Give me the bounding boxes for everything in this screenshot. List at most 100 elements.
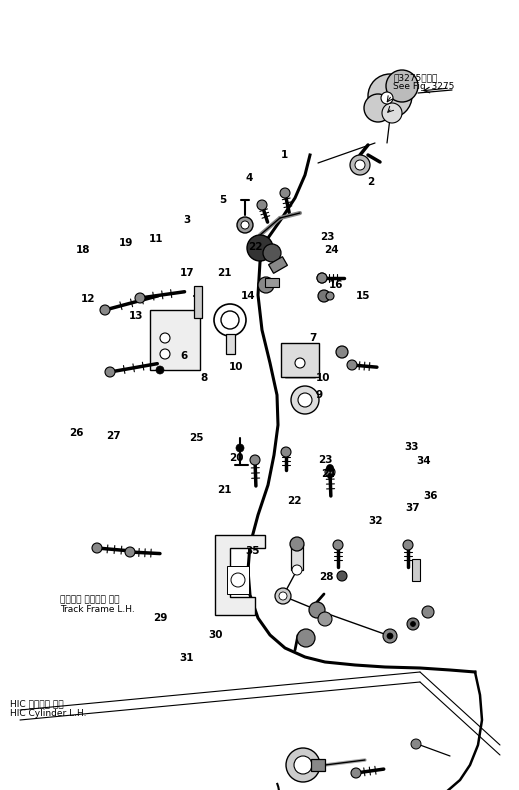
- Text: 7: 7: [309, 333, 316, 343]
- Text: 31: 31: [180, 653, 194, 663]
- Circle shape: [403, 540, 413, 550]
- Circle shape: [317, 273, 327, 283]
- Text: 34: 34: [416, 457, 431, 466]
- Circle shape: [364, 94, 392, 122]
- Bar: [225, 334, 235, 354]
- Circle shape: [386, 70, 418, 102]
- Circle shape: [275, 588, 291, 604]
- Text: 13: 13: [129, 311, 143, 321]
- Text: 23: 23: [318, 455, 332, 465]
- Text: 5: 5: [220, 195, 227, 205]
- Circle shape: [309, 602, 325, 618]
- Text: 26: 26: [69, 428, 84, 438]
- Text: 21: 21: [217, 485, 231, 495]
- Text: 2: 2: [367, 178, 375, 187]
- Text: 23: 23: [320, 232, 334, 242]
- Circle shape: [247, 235, 273, 261]
- Circle shape: [221, 311, 239, 329]
- Text: 10: 10: [229, 362, 243, 371]
- Circle shape: [298, 393, 312, 407]
- Text: トラック フレーム 左側: トラック フレーム 左側: [60, 596, 119, 604]
- Bar: [281, 343, 319, 377]
- Text: 16: 16: [329, 280, 344, 290]
- Circle shape: [411, 739, 421, 749]
- Text: 18: 18: [76, 245, 90, 254]
- Circle shape: [231, 573, 245, 587]
- Circle shape: [347, 360, 357, 370]
- Circle shape: [237, 217, 253, 233]
- Circle shape: [291, 386, 319, 414]
- Text: 第3275図参照: 第3275図参照: [393, 73, 438, 82]
- Circle shape: [407, 618, 419, 630]
- Circle shape: [294, 756, 312, 774]
- Circle shape: [383, 629, 397, 643]
- Circle shape: [326, 465, 334, 472]
- Circle shape: [422, 606, 434, 618]
- Text: 1: 1: [281, 150, 288, 160]
- Text: 24: 24: [321, 469, 335, 479]
- Circle shape: [295, 358, 305, 368]
- Circle shape: [92, 543, 102, 553]
- Circle shape: [280, 188, 290, 198]
- Circle shape: [250, 455, 260, 465]
- Text: 9: 9: [316, 390, 323, 400]
- Circle shape: [241, 221, 249, 229]
- Circle shape: [257, 200, 267, 210]
- Text: 36: 36: [424, 491, 438, 501]
- Circle shape: [286, 748, 320, 782]
- Text: 25: 25: [189, 434, 203, 443]
- Text: 6: 6: [181, 352, 188, 361]
- Circle shape: [326, 292, 334, 300]
- Circle shape: [333, 540, 343, 550]
- Text: 15: 15: [356, 292, 371, 301]
- Bar: [265, 277, 279, 287]
- Circle shape: [290, 537, 304, 551]
- Text: 21: 21: [217, 269, 231, 278]
- Circle shape: [279, 592, 287, 600]
- Text: HIC シリンダ 左側: HIC シリンダ 左側: [10, 699, 64, 708]
- Circle shape: [337, 571, 347, 581]
- Circle shape: [292, 565, 302, 575]
- Circle shape: [411, 622, 416, 626]
- Circle shape: [325, 467, 335, 477]
- Bar: [194, 286, 202, 318]
- Circle shape: [125, 547, 135, 557]
- Bar: [291, 544, 303, 570]
- Circle shape: [336, 346, 348, 358]
- Circle shape: [381, 92, 393, 104]
- Text: 3: 3: [183, 215, 190, 224]
- Circle shape: [387, 633, 393, 639]
- Circle shape: [318, 290, 330, 302]
- Text: 28: 28: [319, 572, 333, 581]
- Text: Track Frame L.H.: Track Frame L.H.: [60, 605, 134, 614]
- Circle shape: [258, 277, 274, 293]
- Text: 4: 4: [245, 173, 253, 182]
- Circle shape: [160, 333, 170, 343]
- FancyBboxPatch shape: [150, 310, 200, 370]
- Text: 11: 11: [148, 235, 163, 244]
- Circle shape: [355, 160, 365, 170]
- Bar: [412, 559, 420, 581]
- Text: HIC Cylinder L.H.: HIC Cylinder L.H.: [10, 709, 87, 717]
- Circle shape: [351, 768, 361, 778]
- Text: 20: 20: [229, 453, 243, 463]
- Text: 24: 24: [324, 245, 338, 254]
- Bar: [268, 257, 288, 273]
- Text: 27: 27: [106, 431, 120, 441]
- Text: 12: 12: [81, 294, 95, 303]
- Circle shape: [160, 349, 170, 359]
- Circle shape: [317, 273, 327, 283]
- Circle shape: [214, 304, 246, 336]
- Text: 35: 35: [245, 547, 260, 556]
- Bar: [311, 759, 325, 771]
- Bar: [227, 566, 249, 594]
- Text: 33: 33: [404, 442, 419, 452]
- Text: 22: 22: [288, 496, 302, 506]
- Circle shape: [350, 155, 370, 175]
- Circle shape: [297, 629, 315, 647]
- Circle shape: [368, 74, 412, 118]
- Circle shape: [156, 366, 164, 374]
- Text: 22: 22: [248, 243, 263, 252]
- Text: 14: 14: [241, 292, 256, 301]
- Circle shape: [236, 444, 244, 452]
